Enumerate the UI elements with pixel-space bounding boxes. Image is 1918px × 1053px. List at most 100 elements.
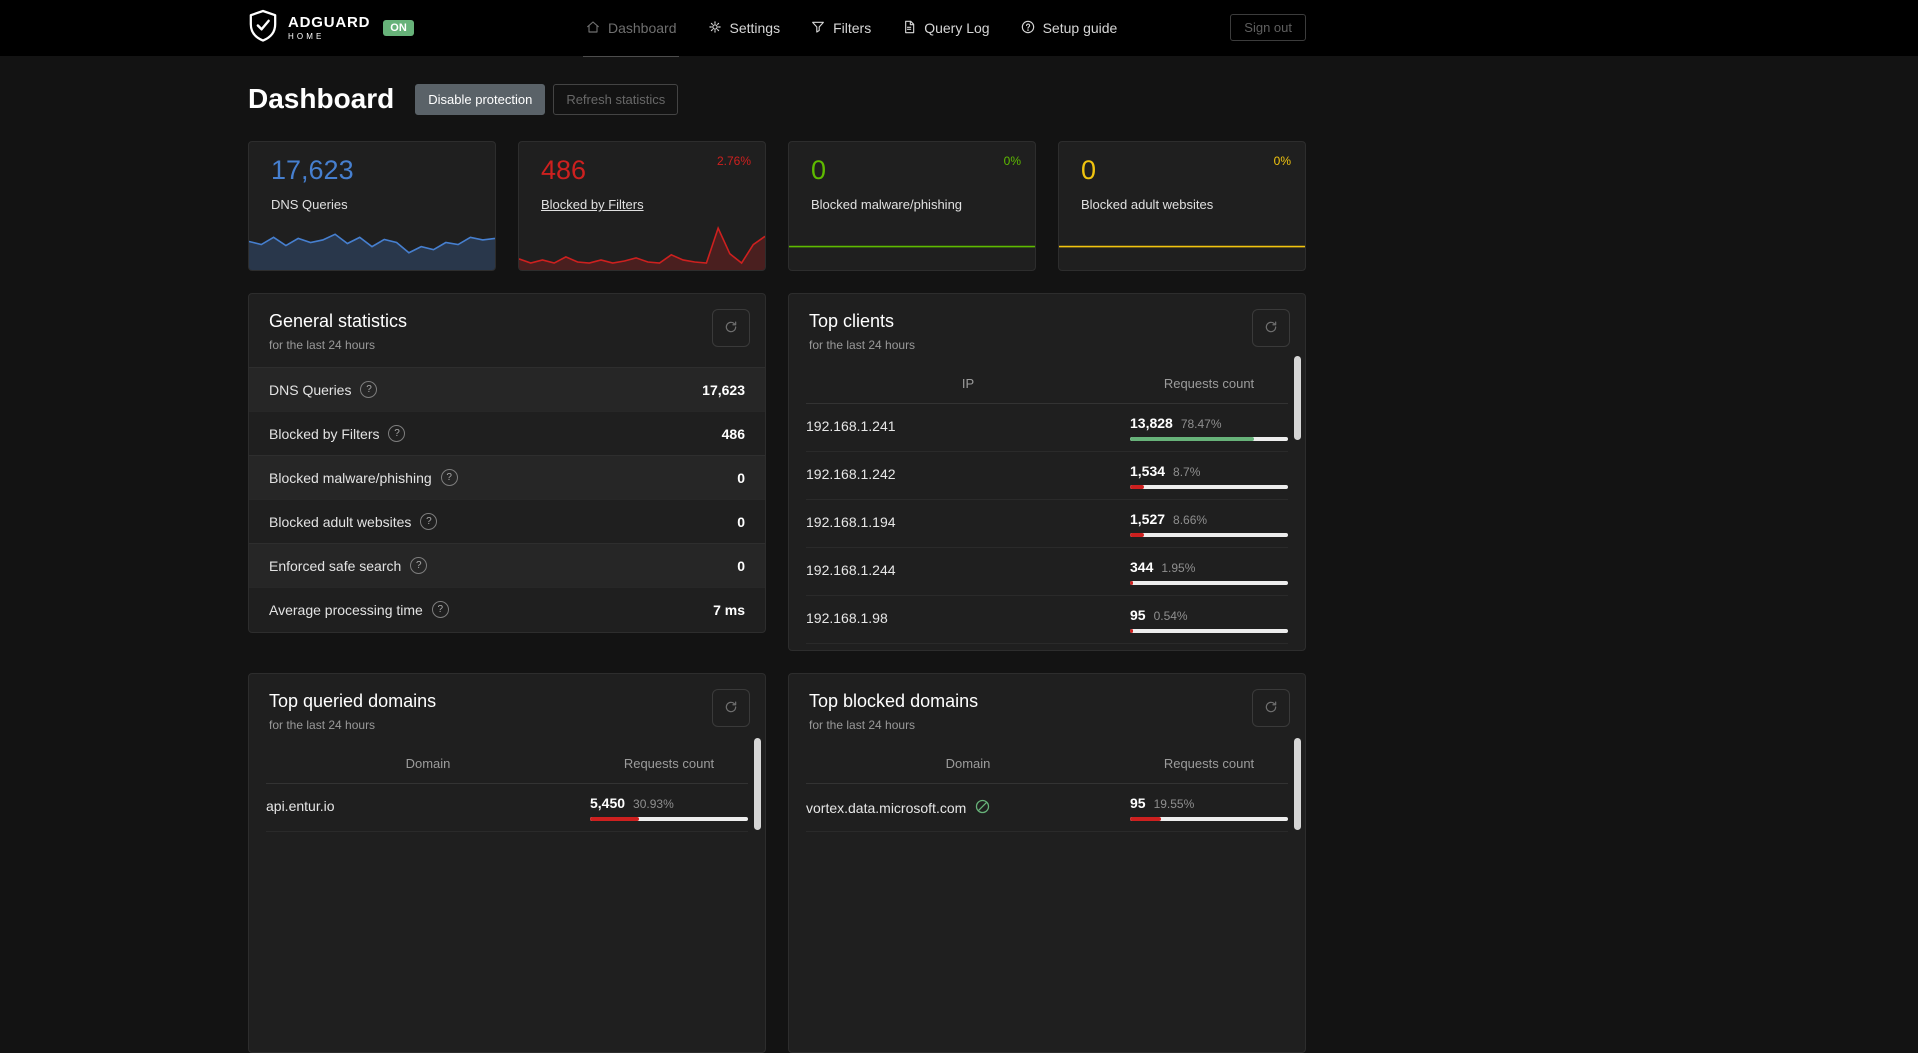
panel-subtitle: for the last 24 hours [809, 718, 916, 732]
progress-bar-fill [1130, 533, 1144, 537]
top-blocked-domains-list: vortex.data.microsoft.com 95 19.55% [789, 784, 1305, 838]
request-percent: 8.66% [1173, 513, 1208, 527]
nav-item-filters[interactable]: Filters [810, 0, 871, 56]
refresh-panel-button[interactable] [712, 689, 750, 727]
progress-bar-fill [1130, 437, 1254, 441]
panel-subtitle: for the last 24 hours [269, 338, 376, 352]
client-ip: 192.168.1.98 [806, 610, 888, 626]
help-icon[interactable] [420, 513, 438, 530]
refresh-icon [723, 319, 739, 338]
blocked-adult-percent: 0% [1273, 154, 1291, 168]
progress-bar [1130, 437, 1288, 441]
funnel-icon [810, 19, 826, 38]
blocked-malware-value: 0 [811, 155, 827, 185]
progress-bar-fill [1130, 629, 1133, 633]
nav-item-settings[interactable]: Settings [707, 0, 780, 56]
table-row: 192.168.1.242 1,534 8.7% [806, 452, 1288, 500]
progress-bar [1130, 485, 1288, 489]
table-header: IP Requests count [806, 365, 1288, 404]
stat-label: DNS Queries [269, 381, 352, 398]
sign-out-button[interactable]: Sign out [1230, 14, 1306, 41]
table-row: 192.168.1.98 95 0.54% [806, 596, 1288, 644]
stat-label: Blocked adult websites [269, 513, 412, 530]
general-statistics-list: DNS Queries 17,623 Blocked by Filters 48… [249, 367, 765, 632]
stat-card-blocked-adult: 0 Blocked adult websites 0% [1058, 141, 1306, 271]
scrollbar-thumb[interactable] [1294, 738, 1301, 830]
request-percent: 78.47% [1180, 417, 1222, 431]
blocked-filters-link[interactable]: Blocked by Filters [541, 197, 644, 212]
progress-bar [590, 817, 748, 821]
scrollbar-thumb[interactable] [754, 738, 761, 830]
document-icon [901, 19, 917, 38]
disable-protection-button[interactable]: Disable protection [415, 83, 546, 115]
middle-row: General statistics for the last 24 hours… [248, 293, 1306, 651]
stat-value: 486 [721, 425, 745, 442]
refresh-panel-button[interactable] [1252, 309, 1290, 347]
nav-item-setup-guide[interactable]: Setup guide [1020, 0, 1117, 56]
progress-bar [1130, 581, 1288, 585]
scrollbar-thumb[interactable] [1294, 356, 1301, 440]
stat-cards-row: 17,623 DNS Queries 486 Blocked by Filter… [248, 141, 1306, 271]
brand-subtitle: HOME [288, 32, 325, 41]
column-header-requests: Requests count [1163, 376, 1255, 391]
general-stat-row: Blocked adult websites 0 [249, 499, 765, 543]
blocked-filters-value: 486 [541, 155, 587, 185]
stat-card-dns-queries: 17,623 DNS Queries [248, 141, 496, 271]
nav-item-query-log[interactable]: Query Log [901, 0, 990, 56]
request-count: 13,828 [1130, 415, 1173, 431]
request-percent: 0.54% [1153, 609, 1188, 623]
help-icon[interactable] [360, 381, 378, 398]
table-row: vortex.data.microsoft.com 95 19.55% [806, 784, 1288, 832]
refresh-panel-button[interactable] [712, 309, 750, 347]
request-count: 1,534 [1130, 463, 1166, 479]
help-icon[interactable] [388, 425, 406, 442]
column-header-domain: Domain [945, 756, 991, 771]
top-queried-domains-panel: Top queried domains for the last 24 hour… [248, 673, 766, 1053]
panel-subtitle: for the last 24 hours [809, 338, 916, 352]
shield-logo-icon [248, 9, 278, 48]
request-percent: 8.7% [1173, 465, 1201, 479]
request-count: 95 [1130, 795, 1146, 811]
refresh-panel-button[interactable] [1252, 689, 1290, 727]
dns-queries-label: DNS Queries [271, 197, 348, 212]
request-percent: 30.93% [633, 797, 674, 811]
blocked-adult-value: 0 [1081, 155, 1097, 185]
progress-bar [1130, 533, 1288, 537]
nav-item-label: Filters [833, 20, 872, 36]
stat-value: 0 [737, 513, 745, 530]
request-percent: 1.95% [1161, 561, 1196, 575]
blocked-malware-sparkline [789, 215, 1035, 270]
column-header-domain: Domain [405, 756, 451, 771]
table-row: api.entur.io 5,450 30.93% [266, 784, 748, 832]
client-ip: 192.168.1.244 [806, 562, 896, 578]
table-row: 192.168.1.244 344 1.95% [806, 548, 1288, 596]
page-title: Dashboard [248, 83, 395, 114]
help-icon[interactable] [440, 469, 458, 486]
nav-item-label: Query Log [924, 20, 990, 36]
blocked-filters-percent: 2.76% [716, 154, 751, 168]
top-blocked-domains-panel: Top blocked domains for the last 24 hour… [788, 673, 1306, 1053]
table-row: 192.168.1.194 1,527 8.66% [806, 500, 1288, 548]
stat-value: 17,623 [702, 381, 745, 398]
column-header-requests: Requests count [623, 756, 715, 771]
client-ip: 192.168.1.194 [806, 514, 896, 530]
help-icon[interactable] [410, 557, 428, 574]
nav-item-dashboard[interactable]: Dashboard [583, 0, 678, 57]
dns-queries-sparkline [249, 215, 495, 270]
request-count: 344 [1130, 559, 1154, 575]
request-percent: 19.55% [1153, 797, 1195, 811]
general-stat-row: DNS Queries 17,623 [249, 367, 765, 411]
refresh-statistics-button[interactable]: Refresh statistics [553, 83, 679, 115]
progress-bar-fill [1130, 581, 1134, 585]
page-header: Dashboard Disable protection Refresh sta… [248, 83, 1306, 115]
panel-title: Top queried domains [269, 691, 437, 711]
nav-menu: Dashboard Settings Filters [583, 0, 1117, 57]
dns-queries-value: 17,623 [271, 155, 354, 185]
blocked-domain-icon [974, 798, 991, 818]
stat-value: 0 [737, 469, 745, 486]
brand-text: ADGUARD HOME [288, 15, 370, 41]
adguard-logo[interactable]: ADGUARD HOME ON [248, 9, 414, 48]
blocked-adult-sparkline [1059, 215, 1305, 270]
help-icon[interactable] [431, 601, 449, 618]
stat-label: Blocked malware/phishing [269, 469, 432, 486]
